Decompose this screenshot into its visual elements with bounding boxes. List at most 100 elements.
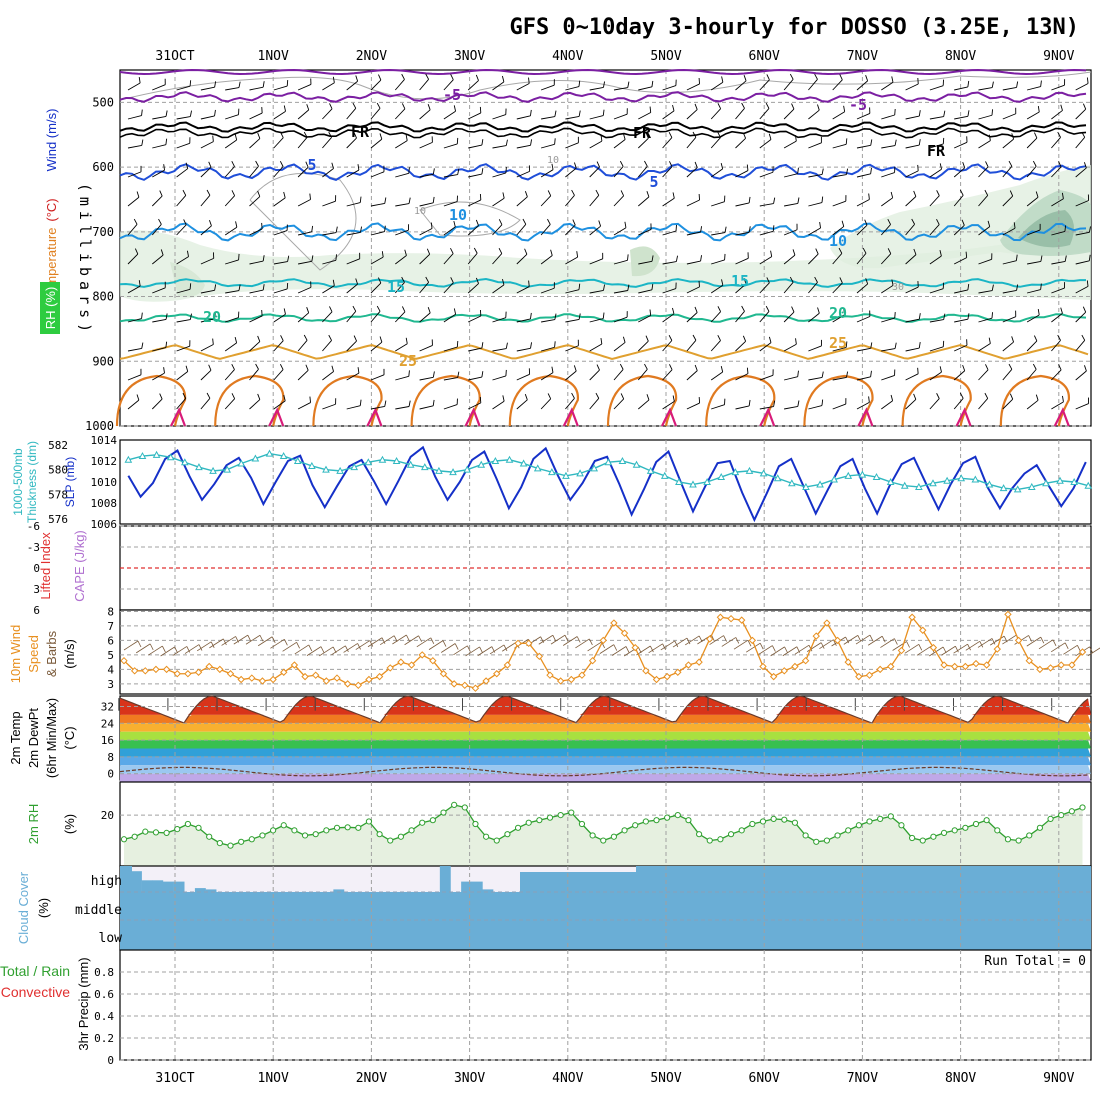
wind-barb-flag [870, 139, 873, 146]
wind10m-barb [965, 641, 981, 651]
contour-5 [119, 163, 1087, 181]
wind-barb [710, 108, 721, 120]
wind-barb [565, 256, 578, 265]
thickness-point [195, 463, 203, 471]
wind-barb-flag [573, 365, 577, 372]
wind-barb [443, 201, 458, 207]
wind10m-barb-flag [1064, 642, 1069, 649]
wind-barb [710, 168, 723, 178]
wind10m-point [1036, 665, 1044, 674]
wind-barb-flag [602, 109, 605, 116]
wind-barb [200, 141, 214, 149]
rh2m-point [461, 804, 468, 811]
wind-barb [1075, 311, 1087, 323]
wind-barb [637, 166, 648, 178]
wind-barb [613, 113, 628, 120]
wind-barb-flag [134, 248, 139, 255]
wind10m-barb-flag [345, 645, 349, 652]
wind-barb-flag [870, 370, 872, 377]
wind10m-point [919, 626, 927, 634]
lifted-index-tick: -6 [27, 520, 40, 533]
rh2m-point [940, 829, 948, 837]
wind-barb-flag [475, 74, 479, 81]
wind-barb [613, 259, 628, 265]
wind-barb-flag [231, 393, 236, 399]
wind-barb-flag [645, 335, 649, 342]
wind10m-barb [270, 638, 285, 649]
wind-barb-flag [481, 371, 484, 378]
thickness-point [1056, 476, 1064, 484]
rh2m-point [1015, 837, 1022, 844]
slp-line [127, 445, 1087, 523]
wind-barb [249, 315, 263, 323]
rh2m-point [355, 824, 362, 831]
wind-barb [954, 318, 969, 323]
wind-barb [686, 167, 698, 178]
wind-barb [637, 137, 649, 149]
wind-barb [1075, 167, 1087, 178]
contour-30 [606, 374, 678, 427]
wind10m-point [226, 670, 235, 678]
rh2m-point [557, 811, 564, 819]
wind-barb [346, 258, 360, 265]
wind-barb [224, 342, 237, 352]
wind-barb [832, 200, 846, 207]
pressure-tick-label: 1000 [85, 419, 114, 433]
wind-barb-flag [692, 131, 697, 138]
wind-barb-flag [165, 138, 168, 145]
wind-barb-flag [457, 371, 460, 378]
wind10m-point [599, 636, 607, 645]
contour-35 [759, 407, 776, 427]
wind10m-point [780, 667, 789, 675]
thickness-point [886, 477, 895, 485]
wind-barb [273, 261, 288, 265]
wind-barb-flag [332, 76, 335, 83]
wind-barb [468, 112, 482, 120]
wind-barb [176, 116, 191, 120]
wind-barb [540, 346, 555, 352]
wind10m-barb-flag [564, 634, 569, 642]
contour-freezing [119, 121, 1087, 133]
thickness-point [279, 452, 288, 460]
wind-barb-flag [481, 168, 484, 175]
wind-barb [565, 195, 575, 207]
wind-barb-flag [283, 308, 286, 315]
wind-barb-flag [967, 313, 970, 320]
wind-barb-flag [1086, 77, 1089, 84]
thickness-point [675, 477, 683, 485]
wind10m-point [535, 652, 544, 661]
wind-barb-flag [453, 308, 457, 315]
wind10m-point [993, 645, 1002, 653]
wind-barb [686, 260, 701, 265]
rh2m-point [323, 827, 330, 834]
wind-barb [176, 224, 187, 236]
wind-barb [200, 369, 212, 381]
wind-barb-flag [141, 342, 144, 349]
wind10m-barb [660, 640, 676, 651]
rh2m-point [344, 824, 351, 831]
wind10m-point [801, 656, 810, 665]
upper-air-panel: -5 -5 FR FR FR 5 5 10 10 15 15 20 20 25 25 10 10 30 500 60… [40, 68, 1092, 433]
wind-barb-flag [700, 255, 702, 262]
wind-barb [249, 165, 259, 178]
wind10m-barb [648, 643, 663, 654]
wind-barb-flag [911, 218, 915, 225]
wind-barb-flag [578, 313, 581, 320]
rh2m-point [429, 817, 436, 824]
wind-barb [905, 399, 917, 410]
wind-barb [540, 84, 555, 91]
wind10m-barb [257, 636, 273, 647]
wind-barb [1051, 84, 1065, 91]
wind-barb-flag [748, 226, 751, 233]
wind-barb-flag [821, 371, 824, 378]
wind-barb [273, 85, 288, 91]
wind-barb [1075, 137, 1086, 149]
wind-barb [224, 226, 238, 236]
rh2m-point [909, 834, 916, 842]
wind-barb [1051, 369, 1062, 381]
wind-barb [468, 347, 482, 352]
slp-tick-label: 1008 [91, 497, 118, 510]
wind-barb-flag [894, 139, 897, 146]
wind10m-barb [721, 637, 737, 647]
wind-barb [783, 343, 797, 352]
